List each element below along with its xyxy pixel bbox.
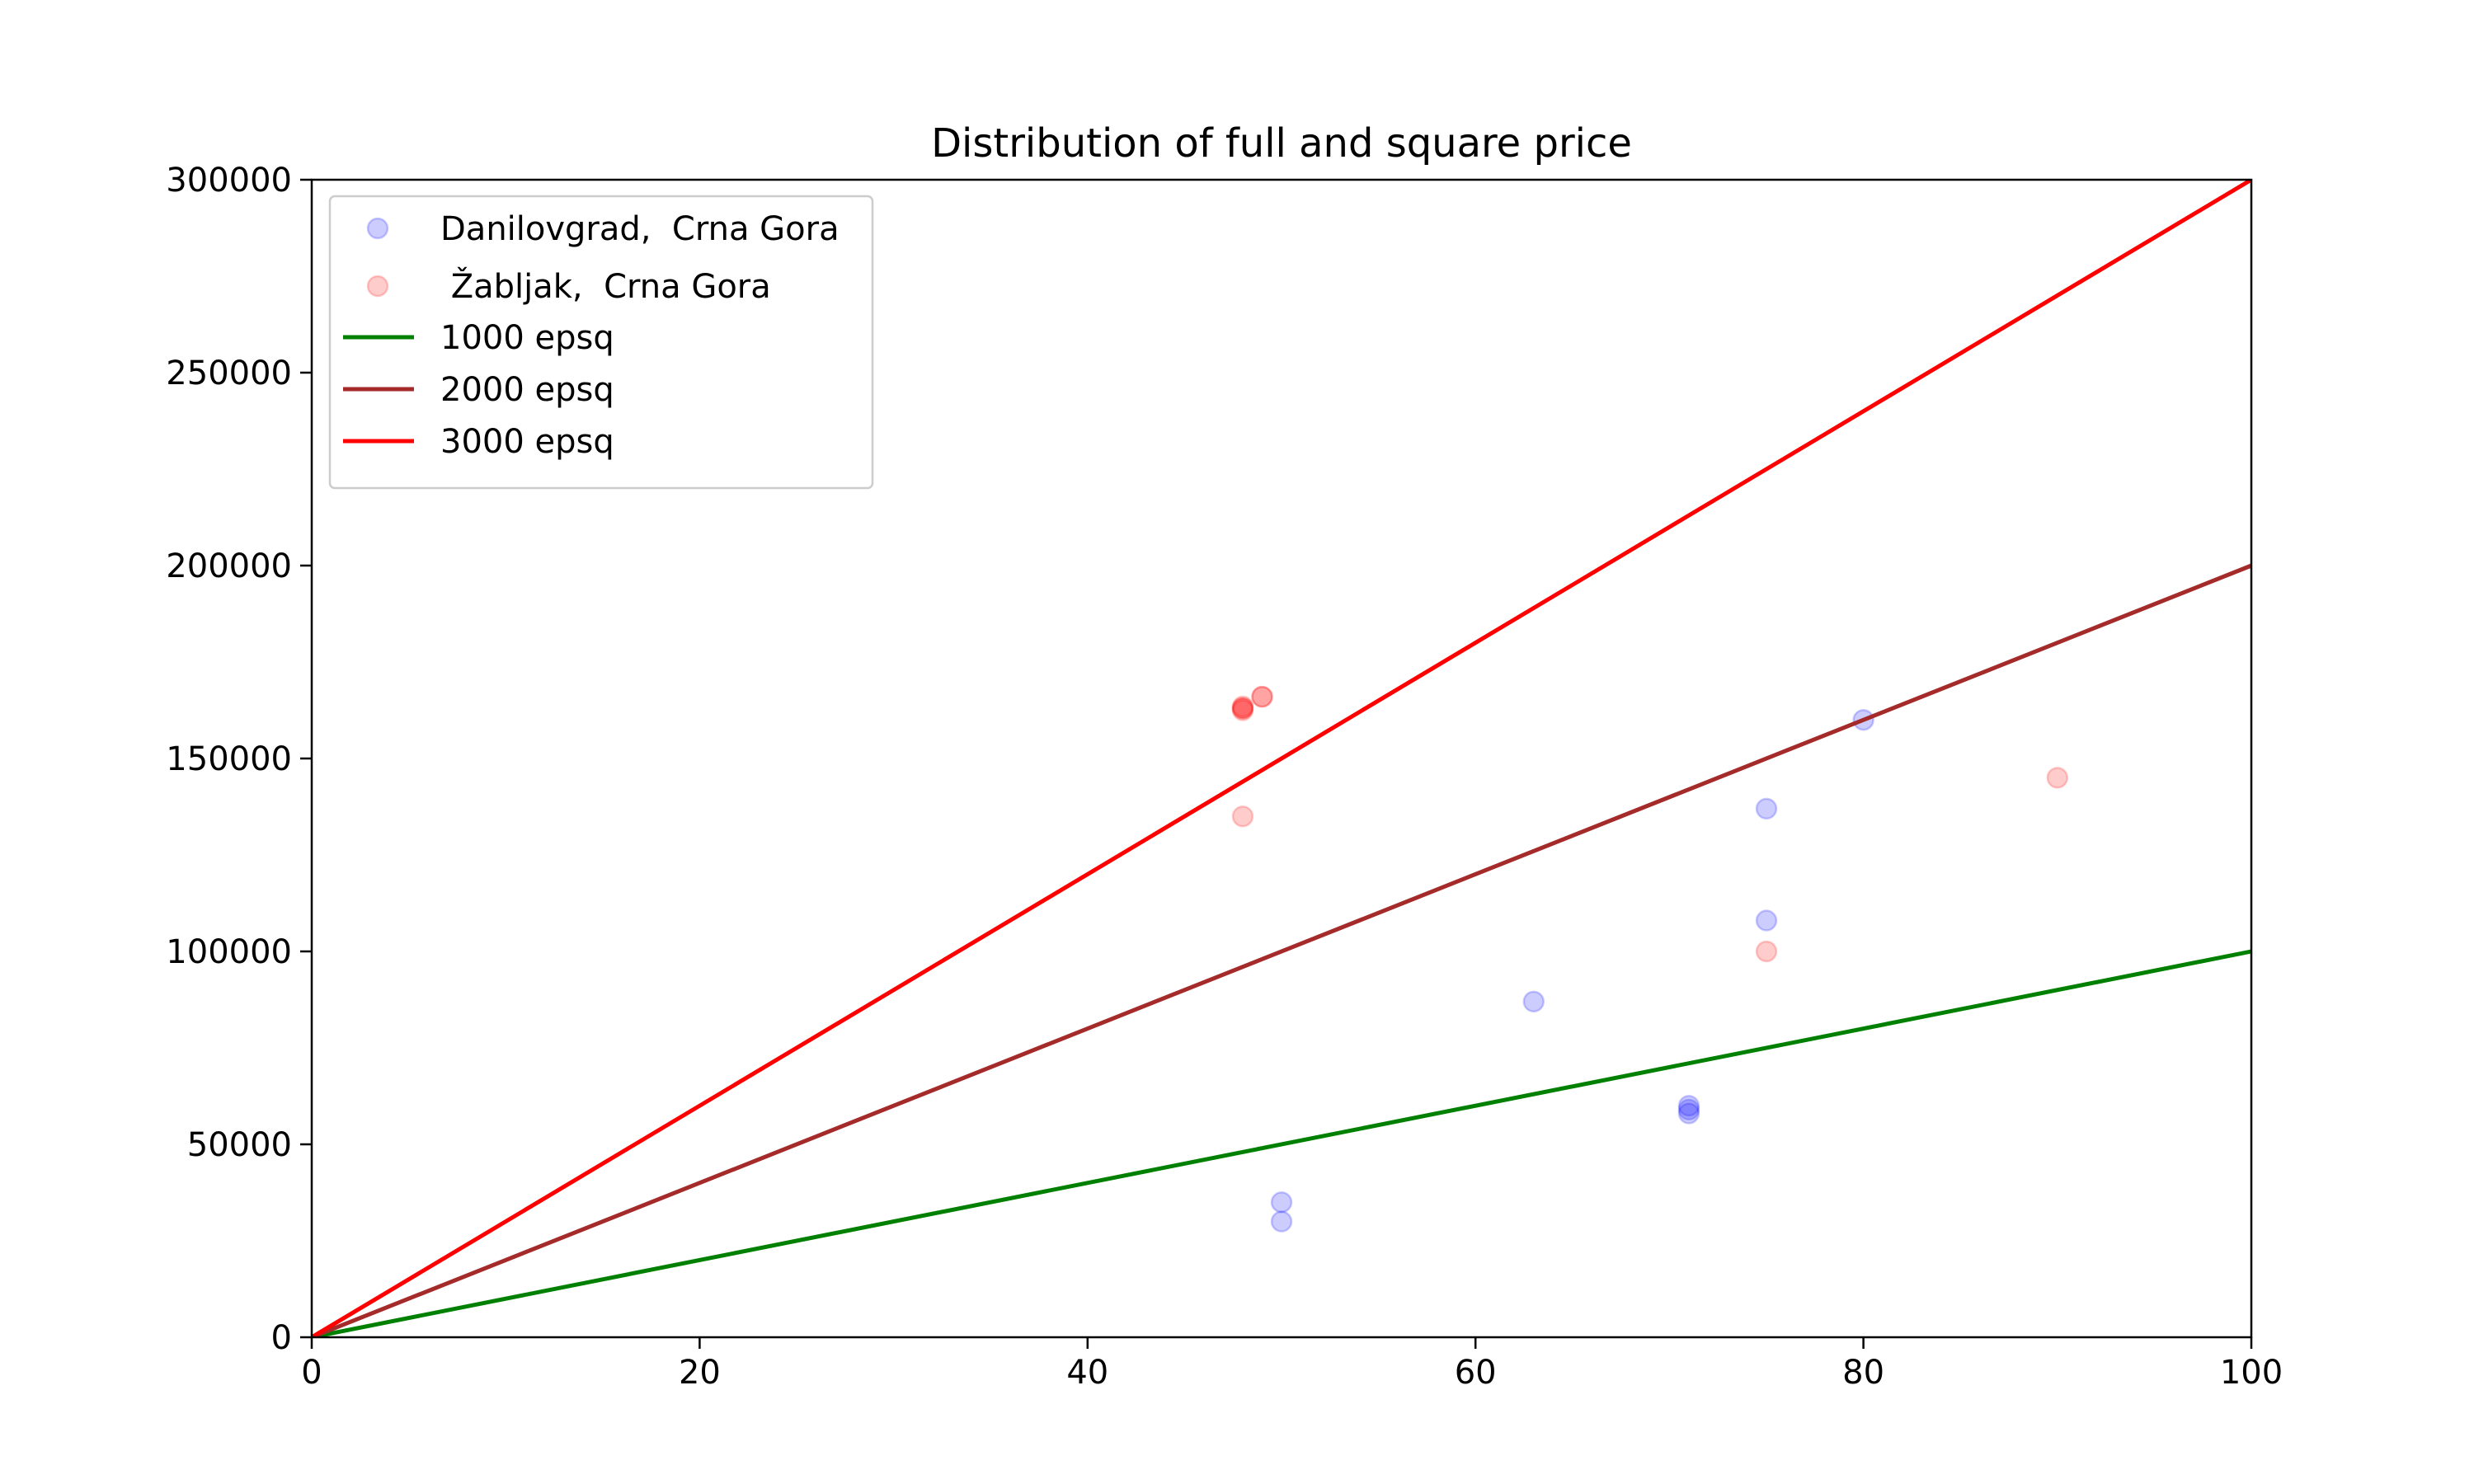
y-axis: 0 50000 100000 150000 200000 250000 300000 (166, 162, 312, 1357)
scatter-point-s0-0 (1270, 1190, 1293, 1214)
legend-box (328, 195, 874, 490)
scatter-point-s0-7 (1755, 909, 1778, 932)
plot-content (312, 180, 2251, 1337)
y-tick-label-5: 250000 (166, 355, 292, 392)
x-tick-label-3: 60 (1455, 1354, 1497, 1392)
scatter-point-s0-5 (1677, 1102, 1700, 1125)
scatter-point-s1-8 (2046, 767, 2069, 789)
scatter-point-s0-1 (1270, 1210, 1293, 1233)
scatter-point-s0-6 (1755, 797, 1778, 820)
x-tick-label-1: 20 (679, 1354, 721, 1392)
scatter-point-s1-2 (1231, 699, 1254, 721)
y-tick-label-1: 50000 (187, 1126, 292, 1164)
scatter-point-s1-7 (1755, 940, 1778, 963)
legend-label-3: 2000 epsq (440, 371, 614, 409)
series-line-3 (312, 563, 2251, 1337)
scatter-point-s1-0 (1231, 697, 1254, 720)
scatter-point-s1-1 (1231, 697, 1254, 720)
scatter-point-s1-6 (1231, 805, 1254, 828)
x-tick-label-0: 0 (301, 1354, 322, 1392)
scatter-point-s1-4 (1251, 685, 1273, 708)
legend-label-4: 3000 epsq (440, 423, 614, 461)
series-line-2 (312, 949, 2251, 1337)
scatter-point-s0-2 (1522, 990, 1545, 1013)
y-tick-label-0: 0 (271, 1319, 292, 1357)
x-tick-label-2: 40 (1066, 1354, 1108, 1392)
scatter-point-s0-3 (1677, 1094, 1700, 1117)
y-tick-label-6: 300000 (166, 162, 292, 200)
legend-marker-0 (366, 217, 389, 240)
y-tick-label-2: 100000 (166, 933, 292, 971)
scatter-point-s0-4 (1677, 1098, 1700, 1121)
y-tick-label-3: 150000 (166, 740, 292, 778)
x-tick-label-5: 100 (2220, 1354, 2283, 1392)
legend-marker-1 (366, 275, 389, 298)
scatter-point-s1-3 (1231, 695, 1254, 718)
x-axis: 0 20 40 60 80 100 (301, 1337, 2283, 1392)
chart-title: Distribution of full and square price (931, 120, 1632, 167)
x-tick-label-4: 80 (1842, 1354, 1884, 1392)
legend-label-0: Danilovgrad, Crna Gora (440, 210, 840, 248)
series-line-4 (312, 180, 2251, 1337)
legend-label-2: 1000 epsq (440, 319, 614, 357)
y-tick-label-4: 200000 (166, 547, 292, 585)
scatter-point-s1-5 (1251, 685, 1273, 708)
legend-label-1: Žabljak, Crna Gora (440, 266, 771, 306)
legend: Danilovgrad, Crna Gora Žabljak, Crna Gor… (328, 195, 874, 490)
